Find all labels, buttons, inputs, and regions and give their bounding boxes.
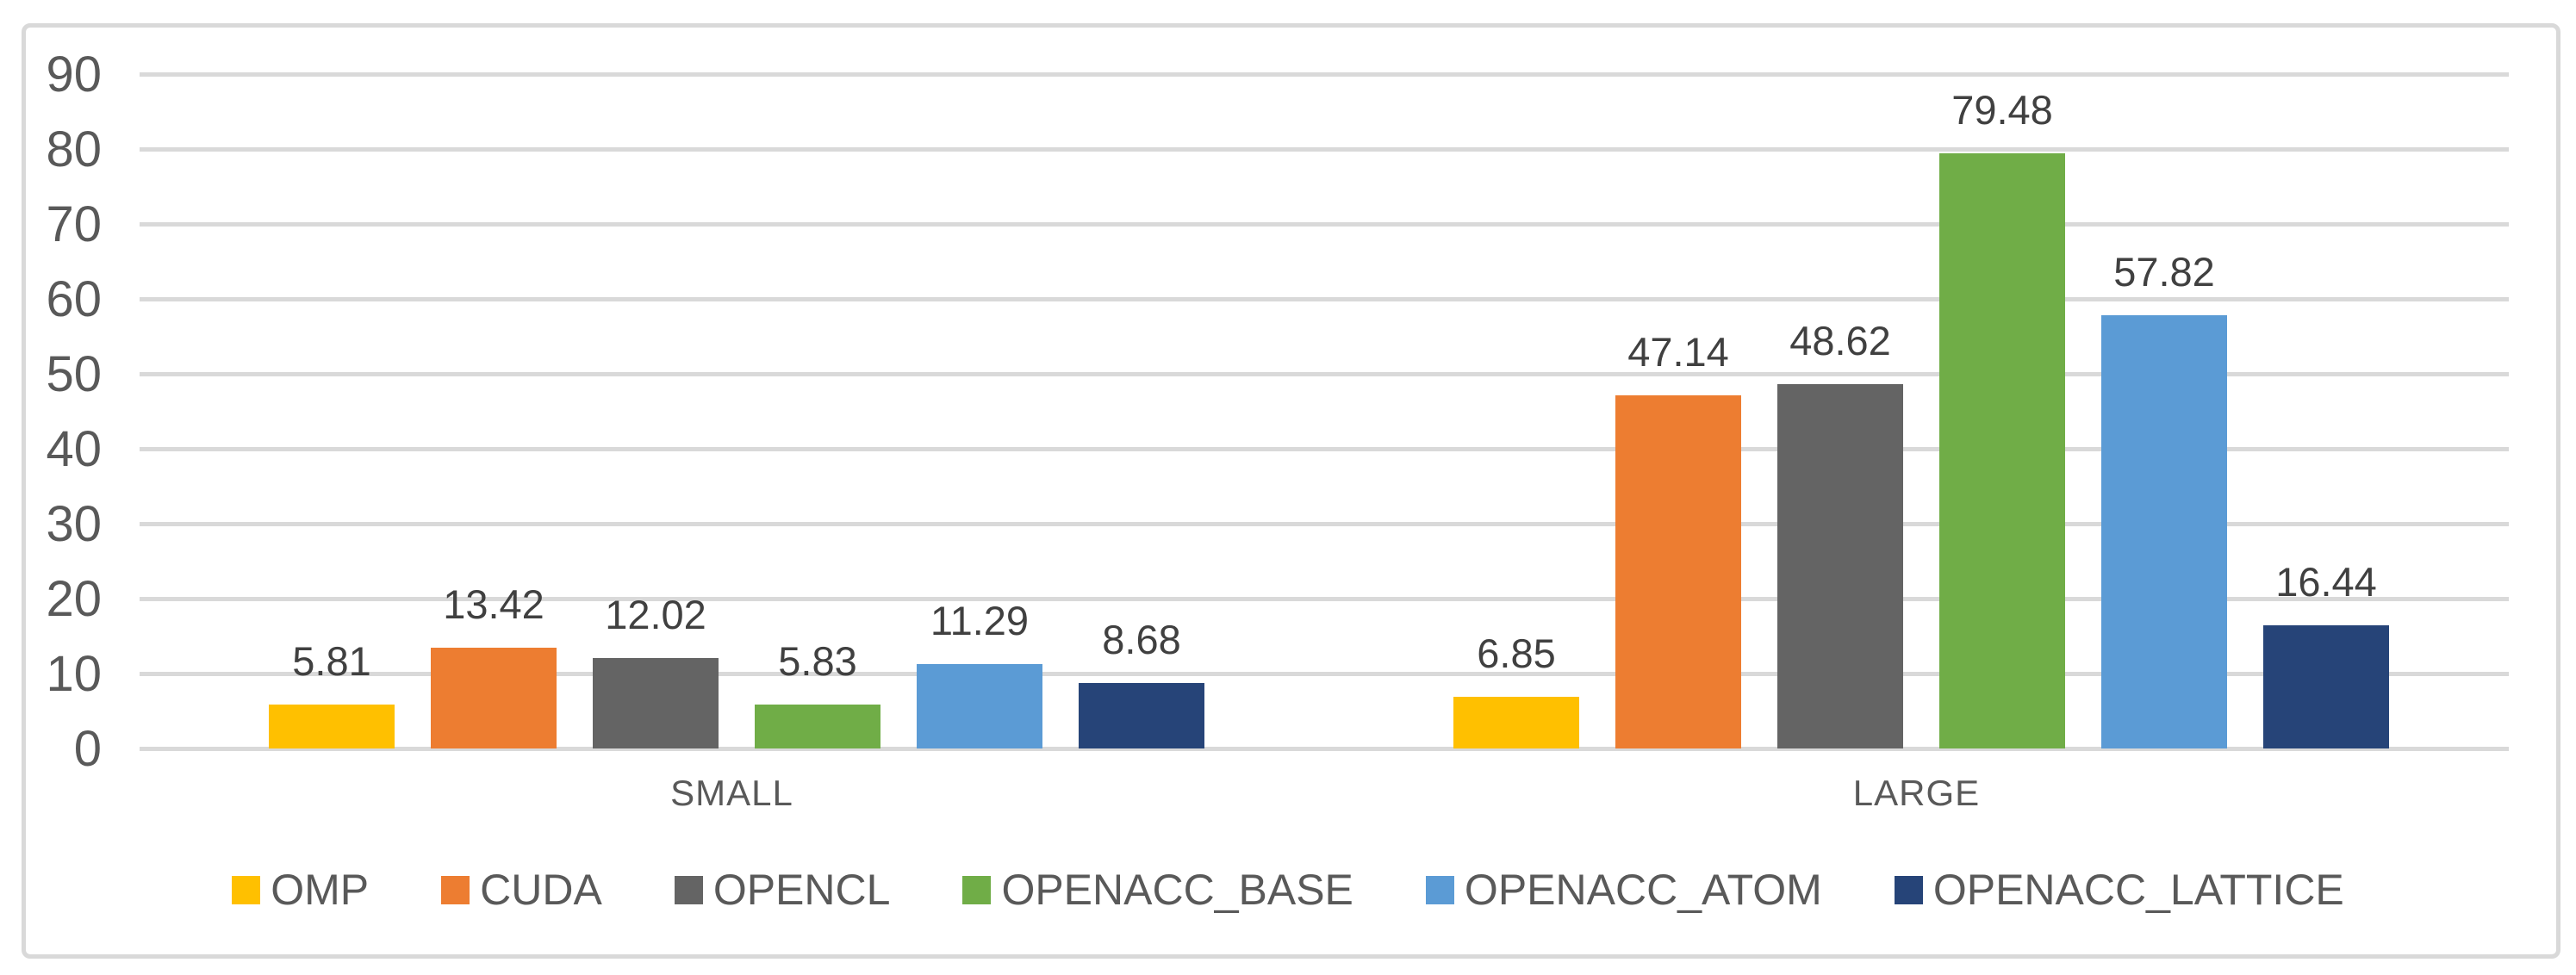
gridline-10 [140, 671, 2509, 676]
bar-value-label-openacc_atom-small: 11.29 [930, 597, 1030, 643]
bar-opencl-small [593, 658, 719, 748]
gridline-0 [140, 746, 2509, 751]
y-axis-tick-label: 10 [46, 645, 102, 702]
legend-item-omp: OMP [232, 865, 369, 915]
legend-item-openacc_atom: OPENACC_ATOM [1425, 865, 1822, 915]
legend-swatch-icon-openacc_atom [1425, 875, 1454, 904]
bar-value-label-opencl-small: 12.02 [605, 592, 706, 638]
bar-cuda-large [1615, 394, 1741, 748]
chart-border-frame [22, 23, 2560, 959]
legend-label-openacc_lattice: OPENACC_LATTICE [1932, 866, 2344, 914]
y-axis-tick-label: 40 [46, 420, 102, 477]
gridline-20 [140, 596, 2509, 601]
bar-value-label-cuda-small: 13.42 [443, 581, 544, 628]
y-axis-tick-label: 80 [46, 121, 102, 177]
legend-swatch-icon-cuda [441, 875, 470, 904]
bar-value-label-cuda-large: 47.14 [1627, 328, 1729, 375]
gridline-30 [140, 521, 2509, 526]
bar-openacc_atom-large [2101, 314, 2227, 748]
y-axis-tick-label: 50 [46, 345, 102, 402]
gridline-70 [140, 221, 2509, 227]
legend-item-openacc_lattice: OPENACC_LATTICE [1894, 865, 2344, 915]
bar-value-label-omp-small: 5.81 [292, 638, 371, 685]
legend-swatch-icon-openacc_lattice [1894, 875, 1923, 904]
bar-opencl-large [1777, 384, 1903, 748]
bar-openacc_base-large [1939, 152, 2065, 748]
bar-openacc_lattice-small [1079, 683, 1204, 748]
y-axis-tick-label: 30 [46, 495, 102, 552]
y-axis-tick-label: 60 [46, 270, 102, 327]
bar-omp-small [269, 705, 395, 748]
gridline-40 [140, 446, 2509, 451]
legend-item-cuda: CUDA [441, 865, 602, 915]
legend-label-opencl: OPENCL [712, 866, 891, 914]
legend-label-cuda: CUDA [480, 866, 602, 914]
bar-value-label-openacc_atom-large: 57.82 [2113, 248, 2215, 295]
gridline-80 [140, 146, 2509, 152]
bar-value-label-openacc_lattice-small: 8.68 [1102, 617, 1181, 663]
bar-value-label-openacc_base-large: 79.48 [1951, 86, 2053, 133]
legend-swatch-icon-opencl [674, 875, 703, 904]
bar-omp-large [1453, 697, 1579, 748]
bar-cuda-small [431, 648, 557, 748]
gridline-60 [140, 296, 2509, 301]
y-axis-tick-label: 0 [73, 720, 102, 777]
legend-item-openacc_base: OPENACC_BASE [962, 865, 1353, 915]
y-axis-tick-label: 70 [46, 196, 102, 252]
bar-value-label-opencl-large: 48.62 [1789, 318, 1891, 363]
legend-label-openacc_atom: OPENACC_ATOM [1464, 866, 1822, 914]
bar-openacc_base-small [755, 705, 880, 748]
legend-item-opencl: OPENCL [674, 865, 891, 915]
legend-swatch-icon-openacc_base [962, 875, 992, 904]
y-axis-tick-label: 20 [46, 570, 102, 627]
legend-label-openacc_base: OPENACC_BASE [1001, 866, 1353, 914]
bar-value-label-omp-large: 6.85 [1477, 630, 1556, 677]
bar-openacc_lattice-large [2263, 624, 2389, 748]
y-axis-tick-label: 90 [46, 46, 102, 102]
x-axis-category-label-small: SMALL [670, 773, 793, 813]
x-axis-category-label-large: LARGE [1852, 773, 1981, 813]
gridline-50 [140, 371, 2509, 376]
bar-value-label-openacc_base-small: 5.83 [778, 638, 857, 685]
legend-label-omp: OMP [271, 866, 370, 914]
bar-openacc_atom-small [917, 663, 1042, 748]
bar-value-label-openacc_lattice-large: 16.44 [2275, 558, 2377, 605]
gridline-90 [140, 71, 2509, 77]
legend-swatch-icon-omp [232, 875, 261, 904]
chart-legend: OMP CUDA OPENCL OPENACC_BASE OPENACC_ATOM OPE… [0, 863, 2576, 916]
